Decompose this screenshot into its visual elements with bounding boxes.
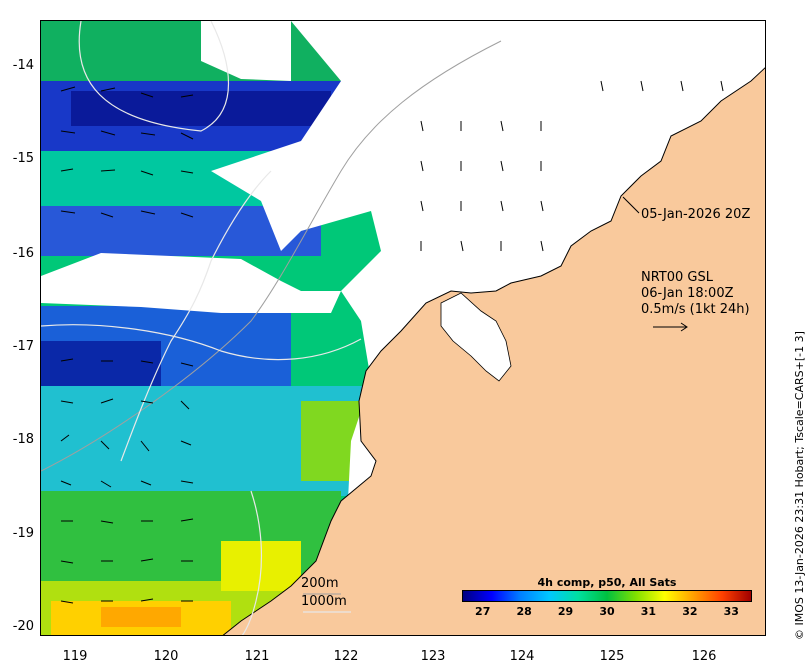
lat-tick-label: -16	[12, 246, 34, 261]
credit-text: © IMOS 13-Jan-2026 23:31 Hobart; Tscale=…	[793, 331, 806, 640]
lon-tick-label: 122	[333, 649, 359, 664]
colorbar-tick: 30	[599, 605, 615, 618]
sst-band-north	[41, 21, 341, 81]
cloud-mask-band	[41, 253, 341, 313]
sst-band-cold-core-2	[41, 341, 161, 391]
contour-1000m-b	[41, 324, 362, 361]
lat-tick-label: -19	[12, 526, 34, 541]
contour-1000m-d	[241, 490, 263, 635]
pass-time-leader	[622, 196, 640, 214]
colorbar-tick: 29	[557, 605, 574, 618]
contour-1000m-label: 1000m	[301, 594, 347, 609]
land-peninsula	[440, 292, 512, 382]
vector-scale-label: 0.5m/s (1kt 24h)	[641, 302, 750, 317]
contour-1000m-c	[120, 170, 272, 462]
sat-pass-time: 05-Jan-2026 20Z	[641, 207, 751, 222]
lon-tick-label: 124	[509, 649, 535, 664]
lon-tick-label: 120	[153, 649, 179, 664]
colorbar-tick: 28	[516, 605, 532, 618]
colorbar-tick: 31	[640, 605, 657, 618]
sst-map	[41, 21, 765, 635]
lat-tick-label: -15	[12, 151, 34, 166]
current-time-label: 06-Jan 18:00Z	[641, 286, 734, 301]
lon-tick-label: 119	[62, 649, 88, 664]
lat-tick-label: -20	[12, 619, 34, 634]
current-vectors	[60, 80, 724, 604]
current-model-label: NRT00 GSL	[641, 270, 713, 285]
map-plot-area[interactable]	[40, 20, 766, 636]
lon-tick-label: 123	[420, 649, 446, 664]
lat-tick-label: -14	[12, 58, 34, 73]
colorbar-tick: 32	[682, 605, 698, 618]
cloud-mask-north	[201, 21, 291, 81]
colorbar-tick: 33	[723, 605, 739, 618]
sst-colorbar	[462, 590, 752, 602]
sst-band-warmest-core	[101, 607, 181, 627]
lat-tick-label: -17	[12, 339, 34, 354]
contour-1000m-a	[78, 21, 230, 132]
colorbar-tick: 27	[475, 605, 491, 618]
sst-band-cold-core	[71, 91, 331, 126]
lon-tick-label: 125	[599, 649, 625, 664]
colorbar-title: 4h comp, p50, All Sats	[537, 576, 677, 589]
vector-scale-arrow	[653, 322, 688, 332]
lon-tick-label: 121	[244, 649, 270, 664]
contour-200m	[41, 40, 502, 472]
contour-200m-label: 200m	[301, 576, 339, 591]
lon-tick-label: 126	[691, 649, 717, 664]
lat-tick-label: -18	[12, 432, 34, 447]
